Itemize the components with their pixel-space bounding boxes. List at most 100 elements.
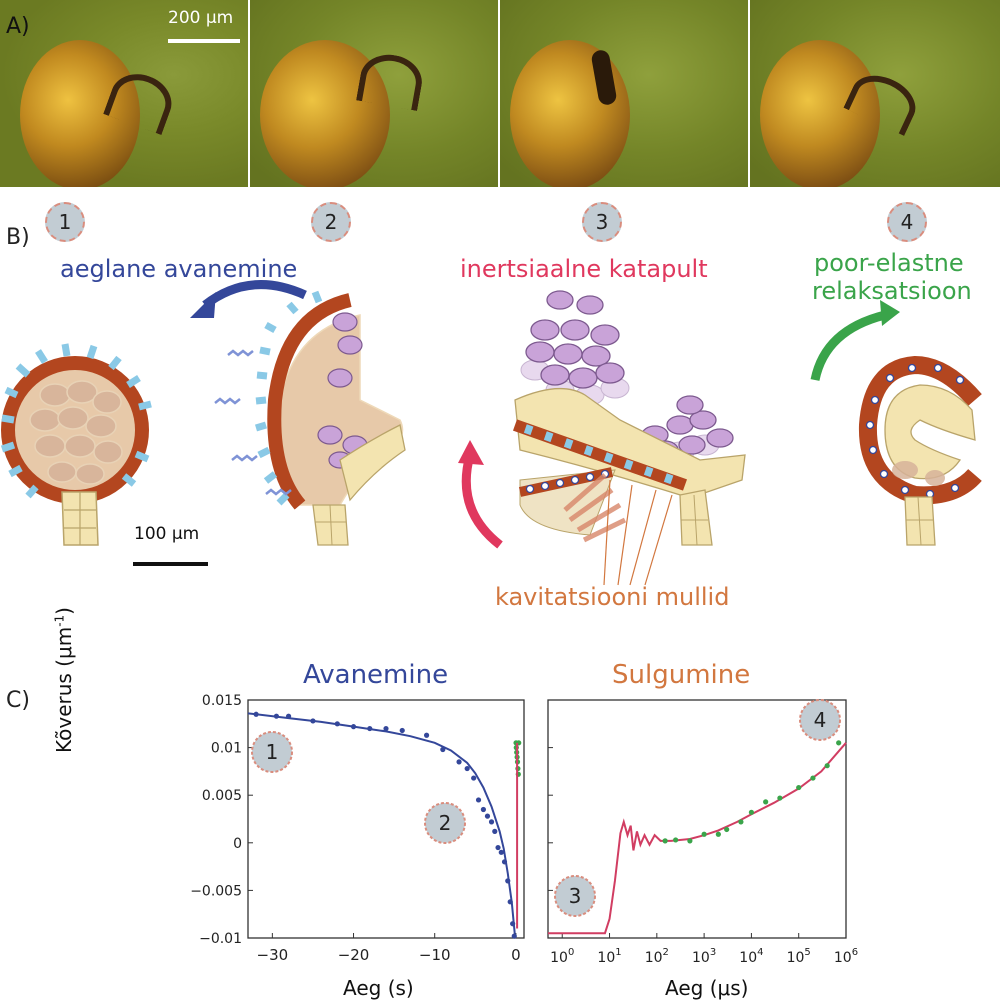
left-y-tick-label: −0.01	[199, 931, 242, 947]
left-x-label: Aeg (s)	[343, 976, 414, 1000]
left-data-point-blue	[456, 759, 462, 765]
panel-c-label: C)	[6, 688, 30, 713]
left-data-point-blue	[505, 878, 511, 884]
photo-frame-3	[500, 0, 748, 187]
right-data-point-green	[701, 831, 707, 837]
left-data-point-blue	[273, 713, 280, 719]
scalebar-a-label: 200 μm	[168, 8, 234, 28]
left-data-point-blue	[495, 844, 501, 851]
arrow-slow-opening	[202, 280, 307, 309]
chart-badge-2-label: 2	[439, 811, 452, 835]
label-cavitation-bubbles: kavitatsiooni mullid	[495, 583, 730, 611]
left-data-point-blue	[440, 746, 446, 753]
right-x-tick-label: 103	[692, 947, 716, 966]
right-x-tick-label: 106	[834, 947, 858, 966]
right-data-point-green	[763, 799, 769, 805]
left-data-point-blue	[492, 828, 498, 834]
left-data-point-blue	[501, 859, 508, 865]
arrow-catapult-head	[458, 440, 484, 465]
step-badge-1: 1	[45, 202, 85, 242]
photo-frame-1	[0, 0, 248, 187]
sporangium-closed	[0, 343, 152, 546]
right-x-tick-label: 100	[550, 947, 574, 966]
left-x-tick-label: −30	[257, 946, 289, 964]
step-badge-4: 4	[887, 202, 927, 242]
left-data-point-blue	[399, 727, 405, 734]
arrow-relaxation	[810, 310, 887, 382]
left-x-tick-label: 0	[511, 946, 521, 964]
left-data-point-blue	[510, 921, 516, 927]
left-data-point-blue	[488, 819, 495, 825]
right-data-point-green	[687, 838, 693, 844]
y-axis-label-sup: -1	[52, 614, 67, 627]
scalebar-a	[168, 39, 240, 43]
arrow-slow-opening-head	[190, 292, 216, 318]
chart-badge-3	[554, 875, 596, 917]
panel-c-charts: −30 −20 −10 0 0.015 0.01 0.005 0 −0.005 −0.01 100 1…	[190, 693, 858, 966]
panel-b-label: B)	[6, 225, 30, 250]
scalebar-b	[133, 562, 208, 566]
panel-b-diagram	[0, 280, 982, 586]
left-data-point-blue	[475, 797, 482, 803]
label-poroelastic-1: poor-elastne	[814, 249, 964, 277]
right-data-point-green	[738, 819, 744, 825]
sporangium-opening	[214, 290, 406, 546]
right-plot-frame	[547, 699, 847, 939]
right-x-tick-label: 102	[645, 947, 669, 966]
left-plot-frame	[247, 699, 525, 939]
left-y-tick-label: 0.005	[202, 788, 242, 804]
left-x-tick-label: −20	[338, 946, 370, 964]
right-x-tick-label: 101	[597, 947, 621, 966]
right-data-point-green	[662, 838, 668, 844]
arrow-relaxation-head	[880, 300, 900, 326]
left-data-point-blue	[383, 725, 389, 732]
left-data-point-blue	[464, 765, 470, 772]
left-chart-title: Avanemine	[303, 660, 449, 690]
right-data-point-green	[748, 809, 755, 815]
y-axis-label-end: )	[52, 607, 76, 615]
chart-badge-1-label: 1	[266, 740, 279, 764]
left-data-point-blue	[480, 806, 487, 813]
right-data-point-green	[824, 763, 830, 769]
sporangium-catapult	[513, 290, 746, 586]
left-data-point-blue	[310, 718, 316, 724]
chart-badge-3-label: 3	[569, 884, 582, 908]
step-badge-2: 2	[311, 202, 351, 242]
right-x-label: Aeg (μs)	[665, 976, 749, 1000]
right-data-point-green	[836, 740, 842, 746]
right-data-point-green	[777, 795, 783, 801]
right-data-point-green	[673, 837, 679, 843]
right-data-point-green	[724, 826, 730, 833]
right-x-tick-label: 105	[787, 947, 811, 966]
right-data-point-green	[715, 831, 721, 837]
photo-frame-4	[750, 0, 1000, 187]
left-data-point-blue	[350, 724, 357, 730]
left-data-point-blue	[471, 775, 477, 781]
left-data-point-blue	[423, 732, 430, 738]
label-poroelastic-2: relaksatsioon	[812, 277, 972, 305]
left-fit-line	[247, 712, 517, 938]
right-chart-title: Sulgumine	[612, 660, 751, 690]
right-data-point-green	[810, 775, 816, 781]
scalebar-b-label: 100 μm	[134, 524, 200, 544]
label-inertial-catapult: inertsiaalne katapult	[460, 255, 708, 283]
chart-badge-4	[799, 699, 841, 741]
left-data-point-blue	[484, 813, 491, 819]
right-x-tick-label: 104	[739, 947, 763, 966]
sporangium-relaxed	[858, 355, 982, 546]
left-y-tick-label: −0.005	[190, 883, 242, 899]
left-data-point-blue	[498, 849, 504, 855]
label-slow-opening: aeglane avanemine	[60, 255, 298, 283]
panel-a-label: A)	[6, 14, 30, 39]
photo-frame-2	[250, 0, 498, 187]
left-y-tick-label: 0.01	[211, 741, 242, 757]
chart-badge-1	[251, 731, 293, 773]
chart-badge-4-label: 4	[814, 708, 827, 732]
left-data-point-blue	[285, 713, 292, 719]
left-x-tick-label: −10	[419, 946, 451, 964]
right-data-point-green	[796, 784, 802, 791]
left-data-point-blue	[367, 725, 373, 732]
left-data-point-blue	[511, 933, 517, 939]
left-data-point-blue	[253, 711, 259, 717]
left-data-point-blue	[507, 899, 513, 905]
